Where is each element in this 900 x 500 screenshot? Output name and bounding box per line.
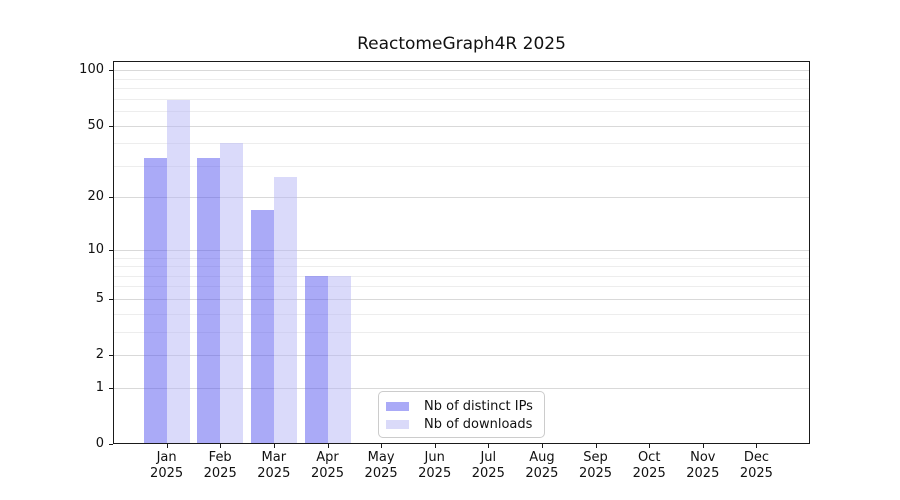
- bar-jan-distinct-ips: [143, 158, 167, 444]
- x-tick: [220, 444, 222, 448]
- y-tick: [109, 249, 113, 251]
- x-tick-label: Mar 2025: [257, 450, 291, 481]
- gridline-major: [113, 387, 810, 389]
- gridline-minor: [113, 331, 810, 333]
- gridline-minor: [113, 143, 810, 145]
- x-tick: [273, 444, 275, 448]
- bar-feb-distinct-ips: [197, 158, 221, 444]
- y-tick-label: 100: [79, 62, 104, 78]
- x-tick: [595, 444, 597, 448]
- bar-feb-downloads: [220, 143, 244, 444]
- x-tick: [327, 444, 329, 448]
- gridline-major: [113, 298, 810, 300]
- gridline-minor: [113, 275, 810, 277]
- x-tick: [381, 444, 383, 448]
- y-tick-label: 2: [95, 347, 104, 362]
- x-tick-label: Dec 2025: [739, 450, 773, 481]
- y-tick: [109, 387, 113, 389]
- x-tick: [756, 444, 758, 448]
- y-tick-label: 20: [87, 189, 104, 205]
- y-tick-label: 10: [87, 241, 104, 257]
- x-tick-label: May 2025: [364, 450, 398, 481]
- legend-entry-distinct-ips: Nb of distinct IPs: [386, 398, 538, 415]
- x-tick: [434, 444, 436, 448]
- gridline-minor: [113, 257, 810, 259]
- x-tick: [541, 444, 543, 448]
- legend: Nb of distinct IPs Nb of downloads: [378, 391, 545, 438]
- y-tick: [109, 355, 113, 356]
- x-tick: [702, 444, 704, 448]
- gridline-major: [113, 197, 810, 199]
- x-tick-label: Jun 2025: [418, 450, 452, 481]
- x-tick-label: Oct 2025: [632, 450, 666, 481]
- y-tick: [109, 125, 113, 127]
- bar-mar-distinct-ips: [250, 209, 274, 444]
- y-tick: [109, 298, 113, 300]
- y-tick: [109, 444, 113, 445]
- x-tick: [166, 444, 168, 448]
- x-tick-label: Apr 2025: [310, 450, 345, 481]
- bar-jan-downloads: [166, 99, 190, 444]
- gridline-minor: [113, 98, 810, 100]
- bar-apr-distinct-ips: [304, 275, 328, 444]
- x-tick-label: Jan 2025: [150, 450, 184, 481]
- gridline-minor: [113, 266, 810, 267]
- gridline-major: [113, 125, 810, 127]
- y-tick: [109, 197, 113, 199]
- y-tick-label: 50: [87, 117, 104, 133]
- chart-title: ReactomeGraph4R 2025: [357, 34, 566, 54]
- gridline-major: [113, 249, 810, 251]
- bar-apr-downloads: [327, 275, 351, 444]
- x-tick-label: Aug 2025: [525, 450, 559, 481]
- gridline-major: [113, 70, 810, 72]
- y-tick-label: 0: [95, 436, 104, 451]
- gridline-minor: [113, 110, 810, 112]
- y-tick: [109, 70, 113, 72]
- y-tick-label: 1: [95, 379, 104, 395]
- gridline-minor: [113, 286, 810, 288]
- plot-area: [113, 61, 810, 444]
- x-tick-label: Feb 2025: [203, 450, 237, 481]
- gridline-major: [113, 355, 810, 356]
- legend-label-distinct-ips: Nb of distinct IPs: [424, 399, 533, 414]
- x-tick-label: Jul 2025: [471, 450, 505, 481]
- x-tick: [488, 444, 490, 448]
- legend-swatch-downloads: [386, 420, 409, 429]
- x-tick: [649, 444, 651, 448]
- gridline-minor: [113, 78, 810, 80]
- y-tick-label: 5: [95, 290, 104, 306]
- gridline-minor: [113, 88, 810, 89]
- x-tick-label: Nov 2025: [686, 450, 720, 481]
- x-tick-label: Sep 2025: [578, 450, 613, 481]
- bar-mar-downloads: [273, 177, 297, 444]
- gridline-minor: [113, 313, 810, 315]
- legend-entry-downloads: Nb of downloads: [386, 416, 538, 433]
- legend-label-downloads: Nb of downloads: [424, 417, 533, 432]
- legend-swatch-distinct-ips: [386, 402, 409, 411]
- gridline-minor: [113, 165, 810, 167]
